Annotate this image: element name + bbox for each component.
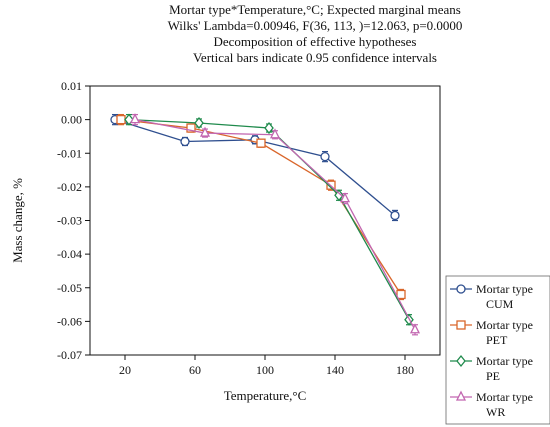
y-tick-label: -0.02 bbox=[57, 180, 82, 194]
legend-swatch-marker bbox=[455, 390, 467, 401]
x-tick-label: 140 bbox=[326, 363, 344, 377]
y-tick-label: -0.05 bbox=[57, 281, 82, 295]
legend-label: Mortar type bbox=[476, 282, 533, 296]
y-tick-label: -0.01 bbox=[57, 146, 82, 160]
y-axis-label: Mass change, % bbox=[10, 178, 25, 263]
x-tick-label: 60 bbox=[189, 363, 201, 377]
y-tick-label: -0.04 bbox=[57, 247, 82, 261]
legend-label: Mortar type bbox=[476, 390, 533, 404]
chart-subtitle-decomposition: Decomposition of effective hypotheses bbox=[213, 34, 417, 49]
y-tick-label: -0.06 bbox=[57, 314, 82, 328]
series-pe bbox=[124, 113, 414, 326]
data-point-cum bbox=[320, 151, 330, 162]
data-point-cum bbox=[180, 136, 190, 147]
legend-label-type: PE bbox=[486, 369, 500, 383]
y-axis-ticks: 0.01 0.00 -0.01 -0.02 -0.03 -0.04 -0.05 -0.06 -0… bbox=[57, 79, 90, 362]
series-line-pe bbox=[128, 118, 410, 321]
series-cum bbox=[110, 113, 400, 222]
y-tick-label: 0.01 bbox=[61, 79, 82, 93]
data-point-pet bbox=[396, 289, 406, 300]
y-tick-label: -0.03 bbox=[57, 214, 82, 228]
legend-label-type: CUM bbox=[486, 297, 514, 311]
x-tick-label: 20 bbox=[119, 363, 131, 377]
data-point-wr bbox=[409, 323, 421, 334]
legend-label-type: WR bbox=[486, 405, 505, 419]
x-tick-label: 100 bbox=[256, 363, 274, 377]
data-point-wr bbox=[199, 126, 211, 137]
legend-swatch-marker bbox=[456, 354, 466, 368]
data-point-pe bbox=[264, 121, 274, 135]
x-axis-label: Temperature,°C bbox=[224, 388, 307, 403]
chart-subtitle-stats: Wilks' Lambda=0.00946, F(36, 113, )=12.0… bbox=[167, 18, 463, 33]
legend-swatch-marker bbox=[456, 284, 466, 294]
data-point-wr bbox=[269, 128, 281, 139]
chart-subtitle-confidence: Vertical bars indicate 0.95 confidence i… bbox=[192, 50, 437, 65]
series-pet bbox=[116, 113, 406, 301]
y-tick-label: 0.00 bbox=[61, 113, 82, 127]
chart-title-line: Mortar type*Temperature,°C; Expected mar… bbox=[169, 2, 461, 17]
legend-swatch-marker bbox=[456, 320, 466, 330]
legend-label: Mortar type bbox=[476, 318, 533, 332]
plot-series bbox=[110, 113, 421, 336]
data-point-pe bbox=[194, 116, 204, 130]
y-tick-label: -0.07 bbox=[57, 348, 82, 362]
x-tick-label: 180 bbox=[396, 363, 414, 377]
data-point-wr bbox=[129, 113, 141, 124]
data-point-wr bbox=[339, 192, 351, 203]
legend-label-type: PET bbox=[486, 333, 508, 347]
chart-axes bbox=[89, 85, 441, 356]
data-point-pet bbox=[186, 123, 196, 133]
series-wr bbox=[129, 113, 421, 336]
data-point-cum bbox=[390, 210, 400, 221]
data-point-pet bbox=[116, 114, 126, 125]
legend-label: Mortar type bbox=[476, 354, 533, 368]
data-point-pe bbox=[334, 189, 344, 202]
chart-titles: Mortar type*Temperature,°C; Expected mar… bbox=[0, 2, 550, 66]
plot-frame bbox=[89, 85, 441, 356]
x-axis-ticks: 20 60 100 140 180 bbox=[119, 355, 414, 377]
data-point-pet bbox=[256, 138, 266, 148]
